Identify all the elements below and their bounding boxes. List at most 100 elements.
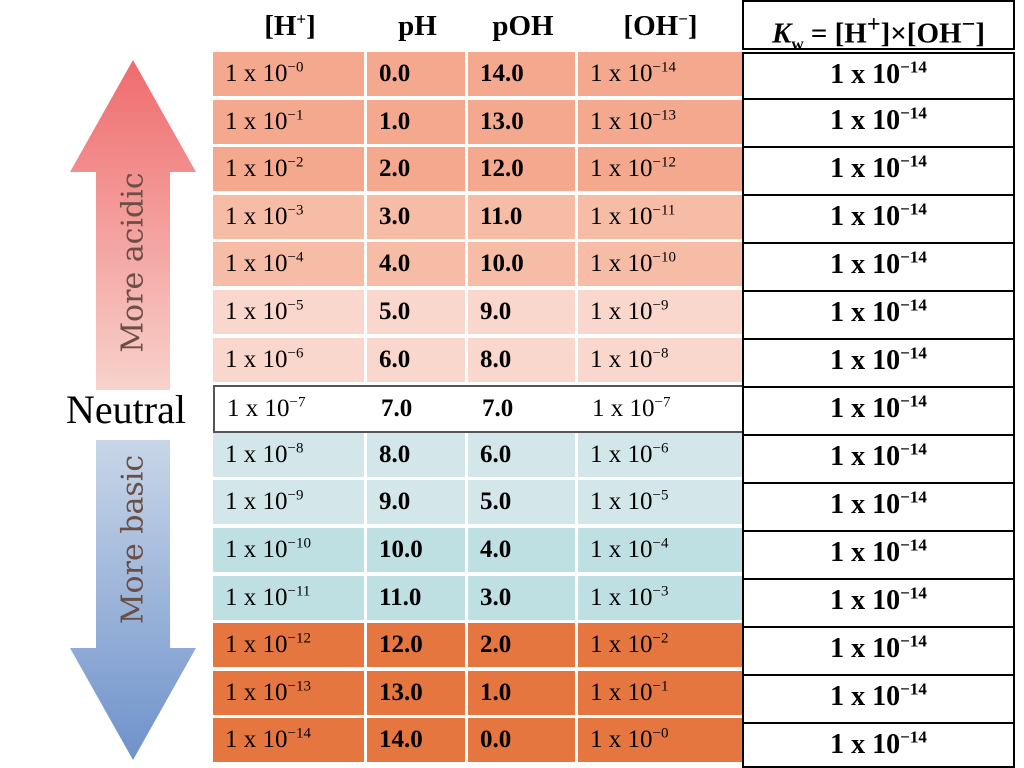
poh-cell: 4.0 (468, 528, 578, 572)
oh-ion-cell: 1 x 10−7 (592, 394, 671, 423)
oh-ion-cell: 1 x 10−0 (590, 726, 669, 754)
ph-cell: 4.0 (367, 242, 468, 287)
h-ion-cell: 1 x 10−5 (213, 290, 367, 334)
oh-ion-cell: 1 x 10−9 (590, 297, 669, 325)
kw-value-cell: 1 x 10−14 (742, 338, 1015, 388)
neutral-label: Neutral (66, 387, 186, 432)
kw-value-cell: 1 x 10−14 (742, 722, 1015, 768)
header-ph: pH (398, 10, 437, 42)
poh-cell: 7.0 (482, 395, 514, 423)
kw-value-cell: 1 x 10−14 (742, 146, 1015, 196)
oh-ion-cell: 1 x 10−10 (590, 250, 676, 278)
h-ion-cell: 1 x 10−12 (213, 623, 367, 668)
table-row: 1 x 10−12 12.0 2.0 1 x 10−2 (213, 623, 743, 668)
kw-value-cell: 1 x 10−14 (742, 482, 1015, 532)
ph-cell: 11.0 (367, 575, 468, 620)
oh-ion-cell: 1 x 10−13 (590, 107, 676, 135)
kw-header: Kw = [H+]×[OH−] (742, 0, 1015, 52)
ph-cell: 6.0 (367, 337, 468, 382)
table-row: 1 x 10−13 13.0 1.0 1 x 10−1 (213, 670, 743, 715)
oh-ion-cell: 1 x 10−14 (590, 59, 676, 87)
ph-cell: 3.0 (367, 194, 468, 239)
ph-cell: 1.0 (367, 99, 468, 144)
poh-cell: 8.0 (468, 337, 578, 382)
kw-value-cell: 1 x 10−14 (742, 52, 1015, 102)
poh-cell: 3.0 (468, 575, 578, 620)
h-ion-cell: 1 x 10−11 (213, 575, 367, 620)
table-row: 1 x 10−7 7.0 7.0 1 x 10−7 (213, 385, 747, 434)
ph-cell: 0.0 (367, 52, 468, 96)
h-ion-cell: 1 x 10−0 (213, 52, 367, 96)
kw-value-cell: 1 x 10−14 (742, 98, 1015, 148)
ph-cell: 13.0 (367, 670, 468, 715)
more-acidic-label: More acidic (115, 172, 151, 353)
ph-cell: 10.0 (367, 528, 468, 572)
h-ion-cell: 1 x 10−6 (213, 337, 367, 382)
ph-cell: 8.0 (367, 432, 468, 477)
kw-value-cell: 1 x 10−14 (742, 434, 1015, 484)
oh-ion-cell: 1 x 10−1 (590, 678, 669, 706)
header-oh-ion: [OH−] (623, 9, 698, 42)
oh-ion-cell: 1 x 10−3 (590, 583, 669, 611)
poh-cell: 1.0 (468, 670, 578, 715)
kw-value-cell: 1 x 10−14 (742, 626, 1015, 676)
ph-cell: 5.0 (367, 290, 468, 334)
poh-cell: 0.0 (468, 718, 578, 763)
table-row: 1 x 10−14 14.0 0.0 1 x 10−0 (213, 718, 743, 763)
table-row: 1 x 10−1 1.0 13.0 1 x 10−13 (213, 99, 743, 144)
oh-ion-cell: 1 x 10−11 (590, 202, 676, 230)
ph-cell: 9.0 (367, 480, 468, 525)
table-row: 1 x 10−5 5.0 9.0 1 x 10−9 (213, 290, 743, 334)
kw-value-cell: 1 x 10−14 (742, 578, 1015, 628)
oh-ion-cell: 1 x 10−8 (590, 345, 669, 373)
h-ion-cell: 1 x 10−3 (213, 194, 367, 239)
h-ion-cell: 1 x 10−4 (213, 242, 367, 287)
table-row: 1 x 10−11 11.0 3.0 1 x 10−3 (213, 575, 743, 620)
oh-ion-cell: 1 x 10−4 (590, 535, 669, 563)
kw-value-cell: 1 x 10−14 (742, 194, 1015, 244)
poh-cell: 14.0 (468, 52, 578, 96)
kw-value-cell: 1 x 10−14 (742, 242, 1015, 292)
poh-cell: 12.0 (468, 147, 578, 192)
kw-value-cell: 1 x 10−14 (742, 530, 1015, 580)
table-row: 1 x 10−2 2.0 12.0 1 x 10−12 (213, 147, 743, 192)
poh-cell: 6.0 (468, 432, 578, 477)
table-row: 1 x 10−0 0.0 14.0 1 x 10−14 (213, 52, 743, 96)
header-h-ion: [H+] (264, 9, 316, 42)
kw-value-cell: 1 x 10−14 (742, 674, 1015, 724)
h-ion-cell: 1 x 10−1 (213, 99, 367, 144)
table-row: 1 x 10−8 8.0 6.0 1 x 10−6 (213, 432, 743, 477)
ph-cell: 2.0 (367, 147, 468, 192)
table-row: 1 x 10−9 9.0 5.0 1 x 10−5 (213, 480, 743, 525)
oh-ion-cell: 1 x 10−6 (590, 440, 669, 468)
header-poh: pOH (492, 10, 554, 42)
ph-cell: 7.0 (381, 395, 413, 423)
basic-arrow-icon (70, 440, 196, 760)
table-row: 1 x 10−10 10.0 4.0 1 x 10−4 (213, 528, 743, 572)
oh-ion-cell: 1 x 10−12 (590, 154, 676, 183)
more-basic-label: More basic (115, 454, 151, 625)
h-ion-cell: 1 x 10−8 (213, 432, 367, 477)
kw-value-cell: 1 x 10−14 (742, 290, 1015, 340)
acidic-arrow-icon (70, 60, 196, 390)
ph-cell: 14.0 (367, 718, 468, 763)
poh-cell: 11.0 (468, 194, 578, 239)
ph-cell: 12.0 (367, 623, 468, 668)
h-ion-cell: 1 x 10−10 (213, 528, 367, 572)
table-row: 1 x 10−4 4.0 10.0 1 x 10−10 (213, 242, 743, 287)
h-ion-cell: 1 x 10−9 (213, 480, 367, 525)
table-row: 1 x 10−3 3.0 11.0 1 x 10−11 (213, 194, 743, 239)
oh-ion-cell: 1 x 10−2 (590, 630, 669, 659)
h-ion-cell: 1 x 10−13 (213, 670, 367, 715)
h-ion-cell: 1 x 10−7 (227, 394, 306, 423)
table-row: 1 x 10−6 6.0 8.0 1 x 10−8 (213, 337, 743, 382)
poh-cell: 2.0 (468, 623, 578, 668)
poh-cell: 9.0 (468, 290, 578, 334)
poh-cell: 10.0 (468, 242, 578, 287)
oh-ion-cell: 1 x 10−5 (590, 488, 669, 516)
poh-cell: 5.0 (468, 480, 578, 525)
h-ion-cell: 1 x 10−2 (213, 147, 367, 192)
poh-cell: 13.0 (468, 99, 578, 144)
h-ion-cell: 1 x 10−14 (213, 718, 367, 763)
kw-value-cell: 1 x 10−14 (742, 386, 1015, 436)
